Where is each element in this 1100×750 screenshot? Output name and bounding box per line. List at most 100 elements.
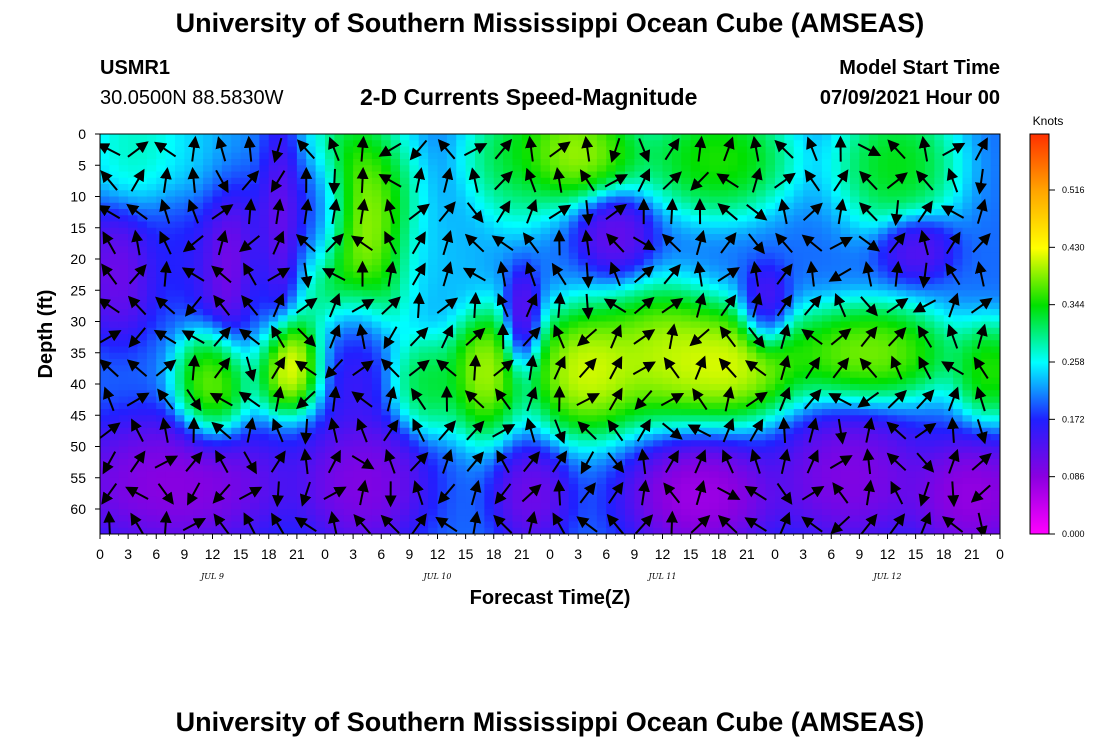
heat-cell [212, 321, 223, 329]
heat-cell [137, 371, 148, 379]
heat-cell [109, 396, 120, 404]
heat-cell [718, 227, 729, 235]
heat-cell [681, 302, 692, 310]
heat-cell [193, 265, 204, 273]
heat-cell [643, 490, 654, 498]
heat-cell [390, 484, 401, 491]
heat-cell [362, 227, 373, 235]
heat-cell [634, 234, 645, 241]
heat-cell [306, 484, 317, 491]
heat-cell [634, 309, 645, 316]
heat-cell [221, 515, 232, 523]
heat-cell [296, 184, 307, 191]
heat-cell [390, 146, 401, 154]
heat-cell [296, 221, 307, 229]
heat-cell [250, 402, 260, 410]
heat-cell [821, 309, 832, 316]
heat-cell [146, 434, 157, 441]
heat-cell [568, 302, 579, 310]
heat-cell [165, 202, 176, 210]
heat-cell [231, 452, 242, 460]
heat-cell [437, 177, 448, 185]
heat-cell [128, 477, 139, 485]
heat-cell [465, 509, 476, 516]
heat-cell [503, 490, 514, 498]
heat-cell [100, 327, 110, 335]
heat-cell [681, 390, 692, 398]
heat-cell [653, 402, 664, 410]
heat-cell [625, 427, 635, 435]
heat-cell [615, 152, 626, 160]
heat-cell [231, 146, 242, 154]
heat-cell [521, 515, 532, 523]
heat-cell [784, 434, 795, 441]
heat-cell [165, 427, 176, 435]
heat-cell [690, 240, 701, 248]
heat-cell [531, 465, 542, 473]
heat-cell [812, 465, 823, 473]
heat-cell [606, 171, 617, 179]
heat-cell [343, 240, 354, 248]
heat-cell [578, 477, 589, 485]
heat-cell [540, 196, 551, 204]
heat-cell [756, 346, 767, 354]
heat-cell [568, 284, 579, 291]
heat-cell [184, 434, 195, 441]
heat-cell [493, 202, 504, 210]
heat-cell [503, 496, 514, 504]
heat-cell [643, 352, 654, 360]
heat-cell [531, 196, 542, 204]
heat-cell [700, 215, 710, 223]
heat-cell [268, 490, 279, 498]
heat-cell [493, 177, 504, 185]
heat-cell [456, 465, 467, 473]
heat-cell [343, 502, 354, 510]
heat-cell [315, 152, 326, 160]
heat-cell [128, 377, 139, 385]
heat-cell [587, 140, 598, 148]
heat-cell [484, 452, 495, 460]
heat-cell [671, 234, 682, 241]
heat-cell [737, 315, 748, 323]
heat-cell [184, 509, 195, 516]
heat-cell [606, 271, 617, 279]
heat-cell [409, 459, 420, 466]
heat-cell [700, 465, 710, 473]
heat-cell [625, 171, 635, 179]
heat-cell [371, 346, 382, 354]
heat-cell [746, 227, 757, 235]
heat-cell [362, 209, 373, 216]
heat-cell [381, 465, 392, 473]
heat-cell [793, 271, 804, 279]
heat-cell [240, 227, 251, 235]
heat-cell [268, 290, 279, 298]
heat-cell [400, 240, 410, 248]
heat-cell [550, 446, 560, 454]
heat-cell [175, 502, 185, 510]
heat-cell [400, 271, 410, 279]
heat-cell [184, 277, 195, 285]
heat-cell [306, 259, 317, 266]
heat-cell [118, 284, 129, 291]
heat-cell [643, 252, 654, 260]
heat-cell [221, 221, 232, 229]
heat-cell [503, 521, 514, 529]
heat-cell [231, 184, 242, 191]
heat-cell [756, 177, 767, 185]
heat-cell [334, 309, 345, 316]
heat-cell [587, 496, 598, 504]
heat-cell [746, 171, 757, 179]
heat-cell [793, 490, 804, 498]
heat-cell [671, 509, 682, 516]
heat-cell [418, 309, 429, 316]
heat-cell [250, 359, 260, 366]
heat-cell [156, 196, 167, 204]
heat-cell [334, 502, 345, 510]
heat-cell [493, 134, 504, 141]
heat-cell [812, 271, 823, 279]
heat-cell [353, 140, 364, 148]
heat-cell [212, 384, 223, 391]
heat-cell [184, 527, 195, 534]
heat-cell [709, 484, 720, 491]
heat-cell [240, 259, 251, 266]
